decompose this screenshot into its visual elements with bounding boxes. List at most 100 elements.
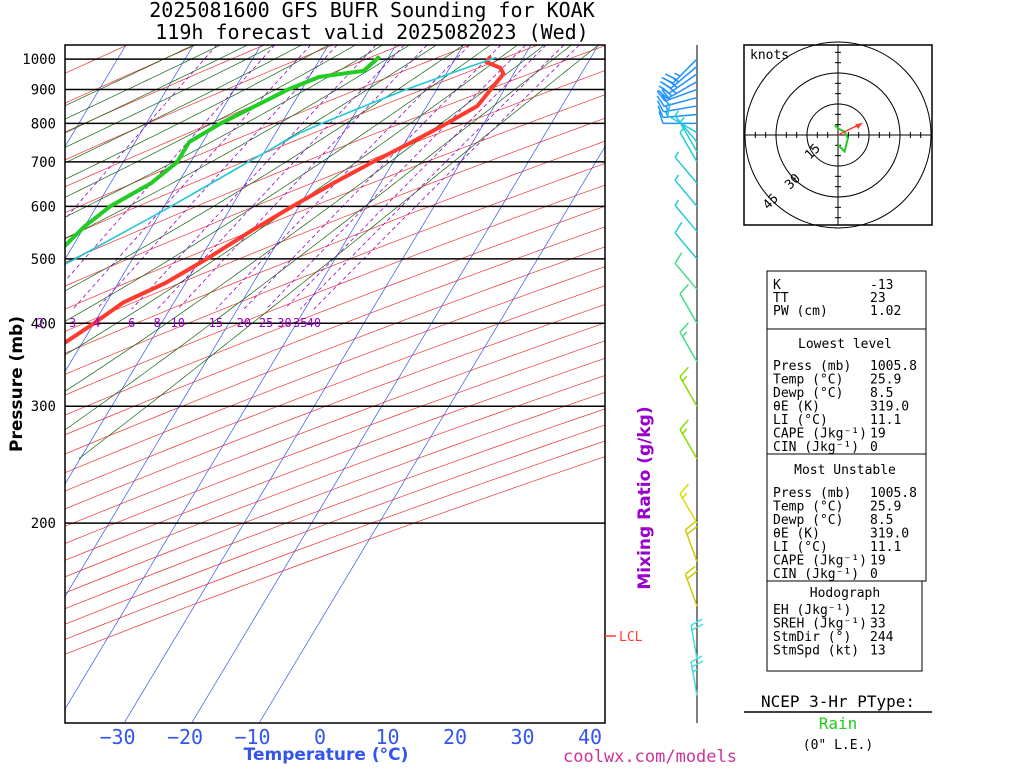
lowest-level-value: 8.5: [870, 386, 893, 401]
wind-barb: [666, 103, 698, 134]
wind-barb: [679, 366, 698, 407]
most-unstable-label: CAPE (Jkg⁻¹): [773, 554, 867, 569]
dry-adiabat-line: [65, 357, 605, 561]
most-unstable-value: 8.5: [870, 513, 893, 528]
most-unstable-title: Most Unstable: [794, 463, 896, 478]
lowest-level-value: 11.1: [870, 413, 901, 428]
index-top-label: K: [773, 278, 781, 293]
lowest-level-value: 19: [870, 427, 886, 442]
y-axis-label: Pressure (mb): [7, 316, 27, 452]
index-top-value: 23: [870, 291, 886, 306]
hodograph-param-label: StmDir (°): [773, 630, 851, 645]
mixing-ratio-line: [313, 45, 580, 310]
dry-adiabat-line: [65, 184, 605, 396]
x-axis-label: Temperature (°C): [244, 745, 409, 765]
moist-adiabat-line: [65, 45, 518, 356]
most-unstable-label: Temp (°C): [773, 500, 843, 515]
wind-barb: [656, 88, 698, 102]
mixing-ratio-line: [284, 45, 547, 310]
temperature-tick-label: 20: [443, 725, 467, 749]
moist-adiabat-line: [65, 45, 572, 431]
pressure-tick-label: 200: [31, 516, 56, 532]
dry-adiabat-line: [65, 246, 605, 455]
mixing-ratio-line: [299, 45, 565, 310]
lowest-level-label: θE (K): [773, 400, 820, 415]
dry-adiabat-line: [65, 408, 605, 610]
mixing-ratio-label: 25: [259, 316, 273, 330]
temperature-tick-label: 40: [578, 725, 602, 749]
most-unstable-label: CIN (Jkg⁻¹): [773, 567, 859, 582]
chart-title-line1: 2025081600 GFS BUFR Sounding for KOAK: [149, 0, 595, 22]
mixing-ratio-label: 2: [37, 316, 44, 330]
lowest-level-value: 1005.8: [870, 359, 917, 374]
wind-barb: [690, 655, 704, 696]
lowest-level-title: Lowest level: [798, 337, 892, 352]
lowest-level-label: Dewp (°C): [773, 386, 843, 401]
wind-barb: [674, 174, 698, 207]
dry-adiabat-line: [65, 322, 605, 527]
hodograph-param-label: StmSpd (kt): [773, 644, 859, 659]
mixing-ratio-labels: 12346810152025303540: [37, 316, 321, 330]
lowest-level-value: 25.9: [870, 373, 901, 388]
storm-motion-arrowhead: [855, 123, 863, 130]
dry-adiabat-line: [65, 45, 197, 104]
dry-adiabat-line: [65, 266, 605, 474]
most-unstable-label: θE (K): [773, 527, 820, 542]
mixing-ratio-line: [72, 45, 311, 310]
mixing-ratio-line: [265, 45, 526, 310]
dry-adiabat-line: [65, 45, 470, 214]
temperature-trace: [65, 55, 506, 346]
mixing-ratio-line: [177, 45, 428, 310]
ptype-value: Rain: [819, 714, 858, 733]
hodograph-param-label: EH (Jkg⁻¹): [773, 603, 851, 618]
mixing-ratio-label: 30: [277, 316, 291, 330]
lowest-level-label: Press (mb): [773, 359, 851, 374]
most-unstable-value: 19: [870, 554, 886, 569]
moist-adiabat-line: [65, 45, 356, 198]
wind-barb: [674, 221, 698, 260]
isotherm-line: [65, 45, 262, 373]
ptype-title: NCEP 3-Hr PType:: [761, 692, 915, 711]
dry-adiabat-line: [65, 340, 605, 544]
ptype-amount: (0" L.E.): [803, 738, 873, 753]
temperature-tick-labels: −30 −20 −10 0 10 20 30 40: [99, 725, 602, 749]
wind-barb: [679, 419, 698, 460]
footer-site: coolwx.com/models: [563, 747, 737, 767]
dry-adiabat-line: [65, 205, 605, 416]
temperature-tick-label: −10: [234, 725, 270, 749]
wind-barb: [684, 565, 698, 607]
mixing-ratio-axis-label: Mixing Ratio (g/kg): [635, 406, 655, 589]
isotherm-line: [65, 45, 464, 710]
indices-panel: K -13 TT 23 PW (cm) 1.02 Lowest level Press (mb…: [766, 270, 927, 672]
dry-adiabat-line: [65, 45, 333, 161]
wind-barb: [674, 110, 698, 143]
plot-frame: [64, 44, 606, 724]
hodograph-units-label: knots: [750, 48, 789, 63]
index-top-value: 1.02: [870, 304, 901, 319]
hodograph: [744, 41, 932, 229]
wind-barb: [679, 322, 698, 363]
moist-adiabat-line: [65, 45, 275, 148]
most-unstable-value: 1005.8: [870, 486, 917, 501]
hodograph-params-title: Hodograph: [810, 586, 880, 601]
wind-barb: [679, 127, 698, 163]
mixing-ratio-label: 10: [170, 316, 184, 330]
chart-title-line2: 119h forecast valid 2025082023 (Wed): [155, 20, 588, 44]
isotherm-line: [258, 145, 605, 723]
pressure-tick-label: 400: [31, 316, 56, 332]
isotherm-line: [65, 45, 194, 260]
hodograph-param-value: 12: [870, 603, 886, 618]
hodograph-param-label: SREH (Jkg⁻¹): [773, 617, 867, 632]
hodograph-param-value: 244: [870, 630, 894, 645]
wind-barb: [679, 283, 698, 324]
wind-barb: [657, 80, 698, 100]
dry-adiabat-line: [65, 45, 539, 239]
isobars: [65, 58, 605, 524]
index-top-value: -13: [870, 278, 893, 293]
mixing-ratio-label: 15: [209, 316, 223, 330]
most-unstable-value: 11.1: [870, 540, 901, 555]
most-unstable-label: LI (°C): [773, 540, 828, 555]
mixing-ratio-label: 4: [93, 316, 100, 330]
sounding-traces: [65, 55, 506, 346]
